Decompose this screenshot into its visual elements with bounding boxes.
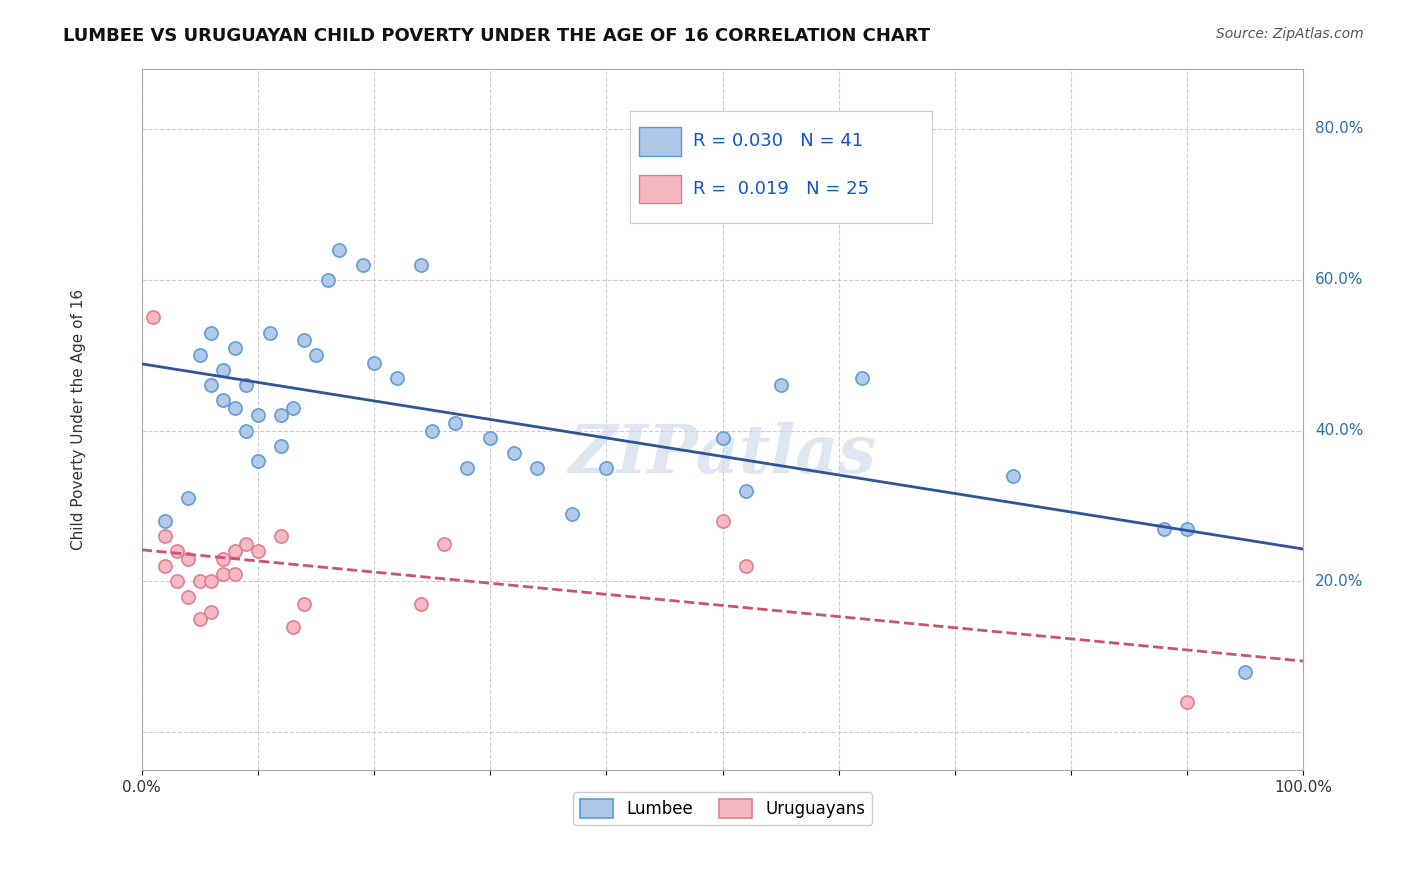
Point xyxy=(235,424,257,438)
Point xyxy=(246,454,269,468)
Point xyxy=(387,371,409,385)
Point xyxy=(1234,665,1257,679)
Point xyxy=(294,333,316,347)
Point xyxy=(235,378,257,392)
Point xyxy=(188,348,211,362)
Point xyxy=(166,574,188,589)
Point xyxy=(200,605,222,619)
Point xyxy=(769,378,792,392)
Legend: Lumbee, Uruguayans: Lumbee, Uruguayans xyxy=(574,792,872,825)
Point xyxy=(711,431,734,445)
Point xyxy=(1175,522,1198,536)
Point xyxy=(142,310,165,325)
Point xyxy=(200,574,222,589)
Point xyxy=(270,529,292,543)
Point xyxy=(153,514,176,528)
Point xyxy=(305,348,328,362)
Point xyxy=(177,551,200,566)
Point xyxy=(212,566,235,581)
Point xyxy=(188,612,211,626)
Point xyxy=(456,461,478,475)
Point xyxy=(246,544,269,558)
Point xyxy=(328,243,350,257)
Point xyxy=(526,461,548,475)
Point xyxy=(224,544,246,558)
Point xyxy=(177,491,200,506)
Point xyxy=(1002,468,1025,483)
Point xyxy=(420,424,443,438)
Point xyxy=(166,544,188,558)
Point xyxy=(259,326,281,340)
Point xyxy=(224,401,246,415)
Point xyxy=(595,461,617,475)
Point xyxy=(561,507,583,521)
Point xyxy=(153,559,176,574)
Point xyxy=(444,416,467,430)
Point xyxy=(316,273,339,287)
Point xyxy=(188,574,211,589)
Text: 40.0%: 40.0% xyxy=(1315,423,1364,438)
Y-axis label: Child Poverty Under the Age of 16: Child Poverty Under the Age of 16 xyxy=(72,289,86,549)
Point xyxy=(246,409,269,423)
Point xyxy=(270,439,292,453)
Point xyxy=(1153,522,1175,536)
Point xyxy=(281,401,304,415)
Point xyxy=(502,446,524,460)
Point xyxy=(212,551,235,566)
Point xyxy=(212,363,235,377)
Point xyxy=(851,371,873,385)
Point xyxy=(200,378,222,392)
Point xyxy=(200,326,222,340)
Point xyxy=(224,566,246,581)
Point xyxy=(479,431,502,445)
Point xyxy=(409,597,432,611)
Text: Source: ZipAtlas.com: Source: ZipAtlas.com xyxy=(1216,27,1364,41)
Point xyxy=(711,514,734,528)
Point xyxy=(270,409,292,423)
Point xyxy=(734,483,756,498)
Point xyxy=(281,620,304,634)
Point xyxy=(363,356,385,370)
Point xyxy=(734,559,756,574)
Text: 20.0%: 20.0% xyxy=(1315,574,1364,589)
Point xyxy=(294,597,316,611)
Point xyxy=(433,537,456,551)
Text: 60.0%: 60.0% xyxy=(1315,272,1364,287)
Point xyxy=(212,393,235,408)
Point xyxy=(352,258,374,272)
Text: 80.0%: 80.0% xyxy=(1315,121,1364,136)
Point xyxy=(1175,695,1198,709)
Point xyxy=(224,341,246,355)
Text: LUMBEE VS URUGUAYAN CHILD POVERTY UNDER THE AGE OF 16 CORRELATION CHART: LUMBEE VS URUGUAYAN CHILD POVERTY UNDER … xyxy=(63,27,931,45)
Point xyxy=(153,529,176,543)
Point xyxy=(409,258,432,272)
Point xyxy=(235,537,257,551)
Text: ZIPatlas: ZIPatlas xyxy=(568,422,876,487)
Point xyxy=(177,590,200,604)
